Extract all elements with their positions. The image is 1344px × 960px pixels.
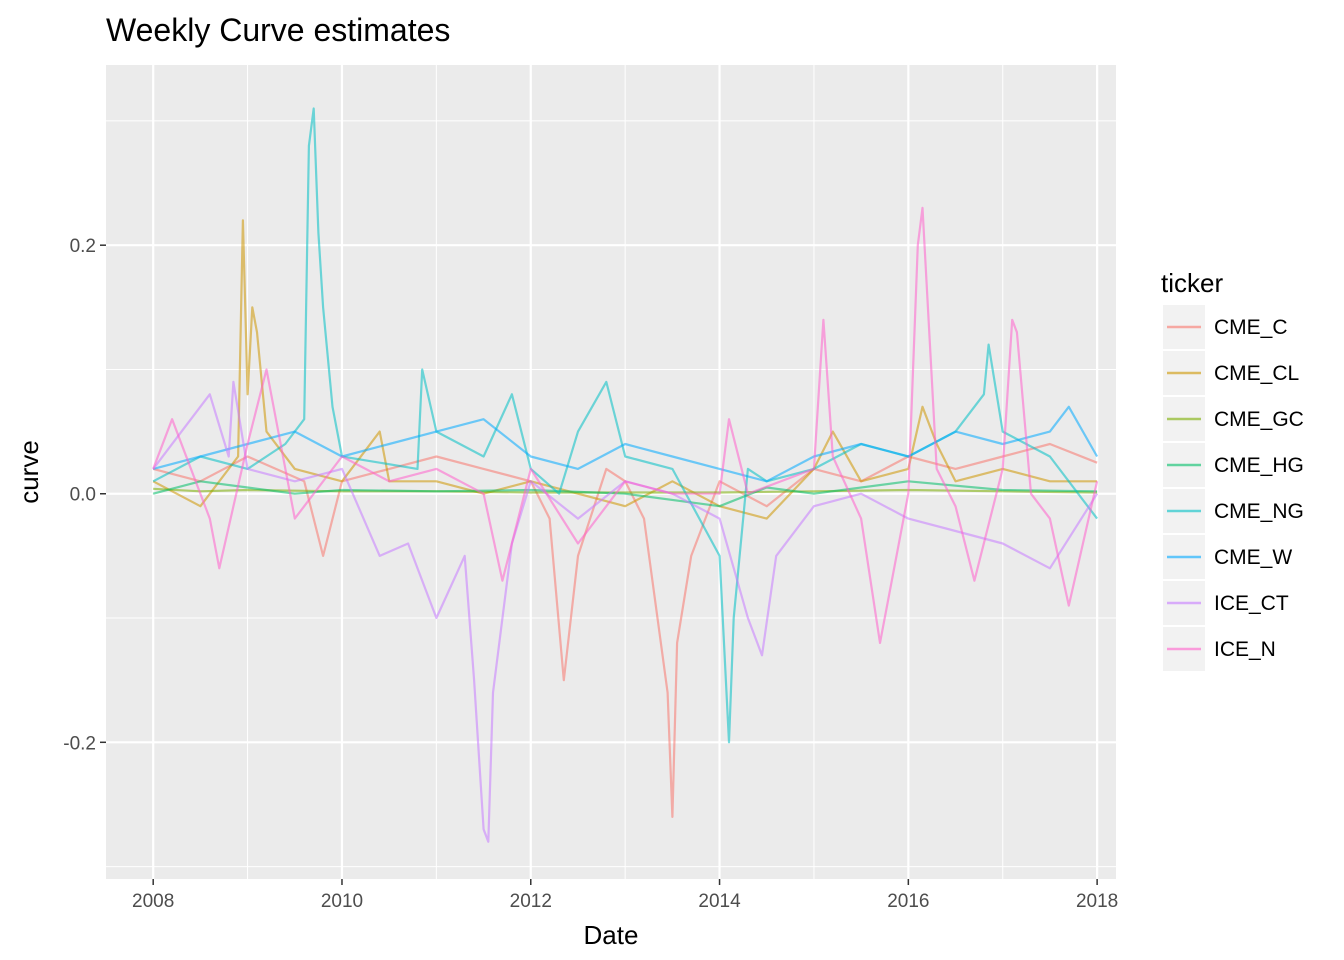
- series-line-ice-ct: [152, 380, 1099, 843]
- y-tick-label: 0.2: [70, 236, 96, 257]
- series-line-cme-hg: [152, 480, 1098, 508]
- x-tick-label: 2014: [698, 891, 741, 912]
- series-line-cme-cl: [152, 219, 1098, 520]
- chart-title: Weekly Curve estimates: [106, 12, 450, 48]
- y-tick-label: 0.0: [70, 485, 96, 506]
- legend-label: CME_C: [1214, 316, 1288, 339]
- legend-title: ticker: [1161, 268, 1223, 298]
- x-tick-label: 2008: [132, 891, 174, 912]
- legend-label: CME_GC: [1214, 408, 1304, 431]
- series-lines: [152, 107, 1099, 843]
- legend-label: CME_NG: [1214, 500, 1304, 523]
- x-tick-label: 2016: [887, 891, 929, 912]
- legend-label: CME_W: [1214, 546, 1292, 569]
- x-tick-label: 2010: [321, 891, 363, 912]
- series-line-cme-w: [152, 405, 1099, 483]
- series-line-ice-n: [152, 206, 1099, 645]
- legend-label: ICE_CT: [1214, 592, 1289, 615]
- legend: ticker CME_C CME_CL CME_GC CME_HG CME_NG CME_…: [1161, 268, 1304, 671]
- x-tick-label: 2012: [510, 891, 552, 912]
- legend-label: CME_HG: [1214, 454, 1304, 477]
- x-axis-title: Date: [584, 920, 639, 950]
- x-tick-label: 2018: [1076, 891, 1118, 912]
- x-axis: 2008 2010 2012 2014 2016 2018: [132, 879, 1118, 912]
- y-axis: -0.2 0.0 0.2: [63, 236, 106, 754]
- legend-label: CME_CL: [1214, 362, 1299, 385]
- series-line-cme-c: [152, 442, 1098, 819]
- legend-label: ICE_N: [1214, 638, 1276, 661]
- y-axis-title: curve: [14, 440, 44, 504]
- y-tick-label: -0.2: [63, 733, 96, 754]
